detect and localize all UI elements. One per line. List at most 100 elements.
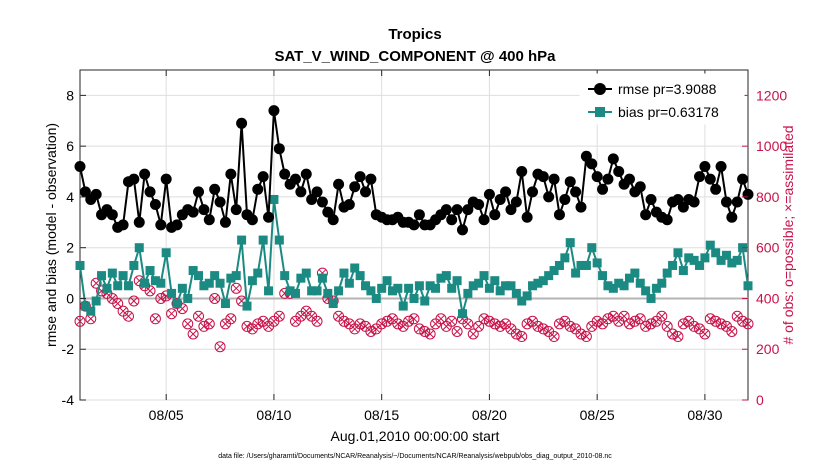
rmse-point — [268, 105, 280, 117]
rmse-point — [214, 196, 226, 208]
obs-count-point — [634, 313, 646, 325]
rmse-point — [505, 204, 517, 216]
rmse-point — [478, 214, 490, 226]
bias-point — [700, 253, 710, 263]
obs-count-point — [403, 315, 415, 327]
rmse-point — [580, 150, 592, 162]
bias-point — [425, 281, 435, 291]
obs-count-point — [182, 318, 194, 330]
y2-tick-label: 1200 — [756, 87, 787, 103]
rmse-point — [699, 160, 711, 172]
bias-point — [662, 268, 672, 278]
bias-point — [113, 281, 123, 291]
rmse-point — [640, 209, 652, 221]
bias-point — [75, 260, 85, 270]
bias-point — [258, 235, 268, 245]
bias-point — [457, 309, 467, 319]
rmse-point — [306, 193, 318, 205]
obs-count-point — [710, 315, 722, 327]
obs-count-point — [667, 328, 679, 340]
bias-point — [711, 248, 721, 258]
obs-count-point — [122, 310, 134, 322]
obs-count-point — [704, 313, 716, 325]
rmse-point — [516, 166, 528, 178]
rmse-point — [543, 191, 555, 203]
bias-point — [134, 243, 144, 253]
bias-point — [646, 293, 656, 303]
bias-point — [247, 276, 257, 286]
rmse-series — [74, 105, 754, 236]
y-tick-label: -4 — [62, 392, 75, 408]
rmse-point — [257, 171, 269, 183]
rmse-point — [597, 183, 609, 195]
rmse-point — [510, 196, 522, 208]
rmse-point — [591, 171, 603, 183]
rmse-point — [483, 188, 495, 200]
bias-point — [727, 258, 737, 268]
bias-point — [334, 286, 344, 296]
obs-count-point — [715, 318, 727, 330]
bias-point — [571, 268, 581, 278]
x-tick-label: 08/25 — [580, 407, 615, 423]
rmse-point — [289, 173, 301, 185]
obs-count-point — [446, 315, 458, 327]
obs-count-point — [338, 315, 350, 327]
bias-point — [689, 255, 699, 265]
rmse-point — [462, 204, 474, 216]
legend-bias-label: bias pr=0.63178 — [618, 104, 719, 120]
rmse-point — [106, 209, 118, 221]
bias-point — [188, 266, 198, 276]
bias-point — [199, 281, 209, 291]
rmse-point — [187, 206, 199, 218]
bias-point — [355, 271, 365, 281]
obs-count-point — [618, 310, 630, 322]
rmse-point — [451, 204, 463, 216]
obs-count-point — [640, 320, 652, 332]
bias-point — [317, 273, 327, 283]
y-tick-label: 4 — [66, 189, 74, 205]
rmse-point — [489, 209, 501, 221]
obs-count-point — [128, 295, 140, 307]
obs-count-point — [521, 318, 533, 330]
bias-point — [657, 278, 667, 288]
bias-point — [172, 299, 182, 309]
rmse-point — [263, 211, 275, 223]
rmse-point — [645, 193, 657, 205]
bias-point — [447, 283, 457, 293]
bias-point — [528, 281, 538, 291]
bias-point — [533, 278, 543, 288]
obs-count-point — [187, 328, 199, 340]
rmse-point — [720, 196, 732, 208]
bias-point — [732, 255, 742, 265]
rmse-point — [456, 224, 468, 236]
obs-count-point — [365, 325, 377, 337]
rmse-point — [570, 186, 582, 198]
obs-count-point — [548, 331, 560, 343]
bias-point — [695, 260, 705, 270]
rmse-point — [273, 143, 285, 155]
bias-point — [80, 301, 90, 311]
obs-count-point — [688, 320, 700, 332]
obs-count-point — [564, 320, 576, 332]
bias-point — [323, 288, 333, 298]
rmse-point — [634, 181, 646, 193]
bias-point — [210, 271, 220, 281]
bias-point — [123, 281, 133, 291]
bias-point — [269, 194, 279, 204]
bias-point — [377, 283, 387, 293]
obs-count-point — [629, 315, 641, 327]
rmse-point — [225, 168, 237, 180]
obs-count-point — [451, 325, 463, 337]
obs-count-point — [203, 318, 215, 330]
y2-tick-label: 0 — [756, 392, 764, 408]
rmse-point — [149, 199, 161, 211]
obs-count-point — [494, 320, 506, 332]
rmse-point — [413, 209, 425, 221]
rmse-point — [613, 166, 625, 178]
obs-count-point — [473, 320, 485, 332]
bias-point — [517, 296, 527, 306]
obs-count-point — [413, 323, 425, 335]
bias-point — [678, 266, 688, 276]
bias-point — [479, 271, 489, 281]
rmse-point — [559, 193, 571, 205]
